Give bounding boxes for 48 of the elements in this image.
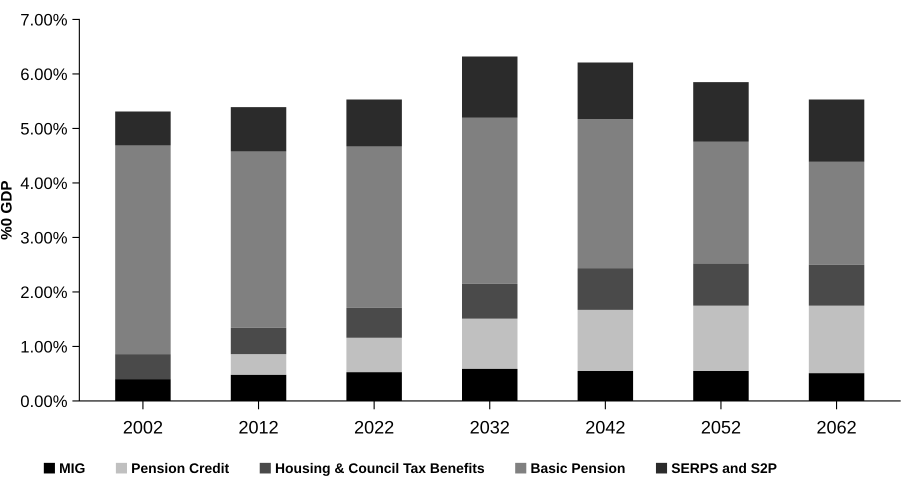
bar bbox=[693, 264, 749, 306]
bar bbox=[462, 118, 518, 284]
y-tick-label: 0.00% bbox=[20, 395, 67, 408]
legend-label: SERPS and S2P bbox=[672, 462, 777, 474]
bar bbox=[230, 151, 286, 328]
bar bbox=[693, 82, 749, 142]
x-tick-label: 2022 bbox=[354, 420, 394, 434]
x-tick-label: 2002 bbox=[124, 420, 162, 434]
y-axis-title: %0 GDP bbox=[0, 181, 12, 240]
bar bbox=[462, 318, 518, 369]
bar bbox=[115, 145, 171, 354]
bar bbox=[115, 354, 171, 380]
y-tick-label: 2.00% bbox=[21, 286, 67, 298]
bar bbox=[578, 62, 634, 120]
bar bbox=[230, 354, 286, 375]
bar bbox=[346, 146, 402, 308]
bar bbox=[230, 107, 286, 152]
y-tick-label: 7.00% bbox=[21, 14, 67, 26]
bar bbox=[578, 310, 634, 371]
bar bbox=[578, 268, 634, 310]
y-tick-label: 6.00% bbox=[21, 68, 67, 80]
bar bbox=[230, 328, 286, 354]
bar bbox=[346, 100, 402, 146]
x-tick-label: 2032 bbox=[470, 420, 509, 434]
bar bbox=[578, 119, 634, 269]
legend-label: Housing & Council Tax Benefits bbox=[276, 462, 484, 476]
x-tick-label: 2052 bbox=[702, 420, 740, 434]
bar bbox=[462, 284, 518, 319]
bar bbox=[808, 306, 864, 374]
x-tick-label: 2012 bbox=[239, 420, 278, 434]
x-tick-label: 2062 bbox=[817, 420, 856, 434]
legend-label: Pension Credit bbox=[132, 462, 230, 474]
y-tick-label: 1.00% bbox=[22, 340, 67, 353]
bar bbox=[693, 142, 749, 264]
legend-label: Basic Pension bbox=[531, 462, 625, 474]
bar bbox=[462, 56, 518, 118]
bar bbox=[808, 100, 864, 162]
y-tick-label: 3.00% bbox=[20, 232, 67, 244]
bar bbox=[346, 308, 402, 338]
x-tick-label: 2042 bbox=[586, 420, 625, 434]
bar bbox=[808, 264, 864, 306]
legend-label: MIG bbox=[60, 463, 84, 474]
y-tick-label: 5.00% bbox=[20, 122, 67, 135]
bar bbox=[808, 162, 864, 265]
y-tick-label: 4.00% bbox=[20, 177, 67, 190]
bar bbox=[693, 306, 749, 371]
bar bbox=[346, 338, 402, 372]
bar bbox=[115, 112, 171, 146]
